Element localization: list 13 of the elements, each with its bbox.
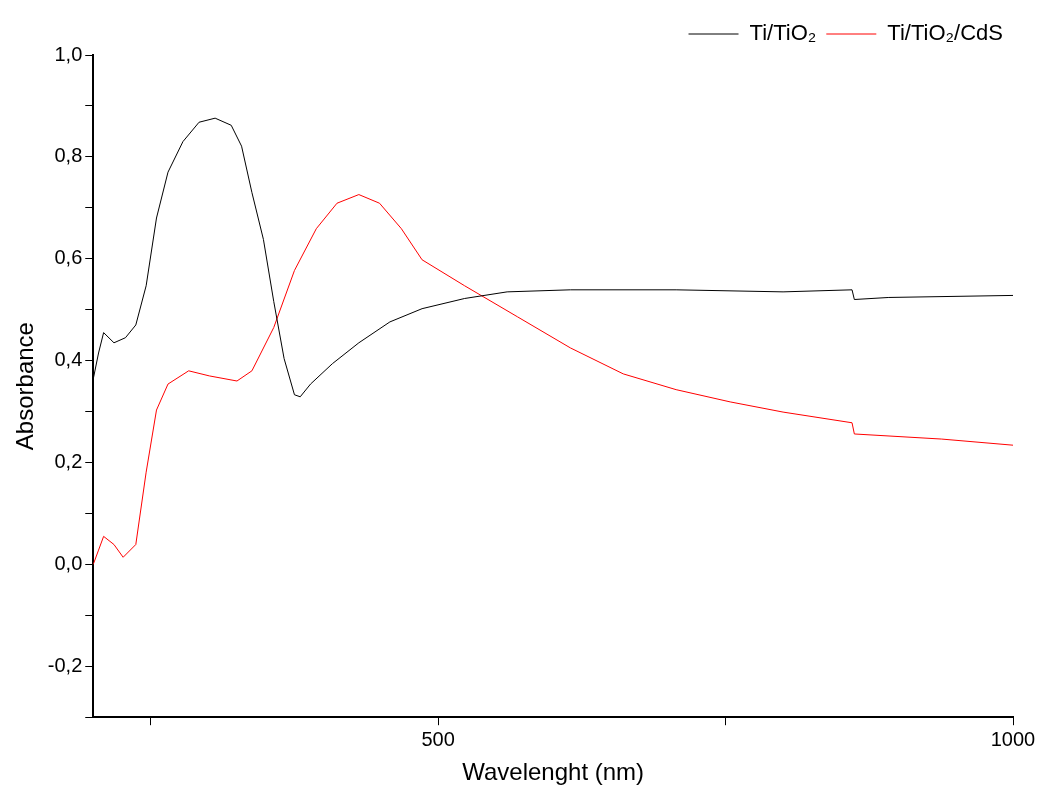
legend-label: Ti/TiO₂ (749, 20, 817, 46)
y-tick-label: 0,0 (54, 551, 83, 574)
x-axis-title: Wavelenght (nm) (462, 758, 645, 786)
y-tick-label: 0,8 (54, 144, 83, 167)
x-tick-label: 1000 (990, 727, 1036, 750)
y-tick-label: 0,2 (54, 450, 83, 473)
y-axis-title: Absorbance (11, 322, 39, 451)
legend-label: Ti/TiO₂/CdS (887, 20, 1004, 46)
y-tick-label: -0,2 (47, 653, 83, 676)
y-tick-label: 0,6 (54, 246, 83, 269)
y-tick-label: 0,4 (54, 348, 83, 371)
y-tick-label: 1,0 (54, 42, 83, 65)
x-tick-label: 500 (421, 727, 455, 750)
